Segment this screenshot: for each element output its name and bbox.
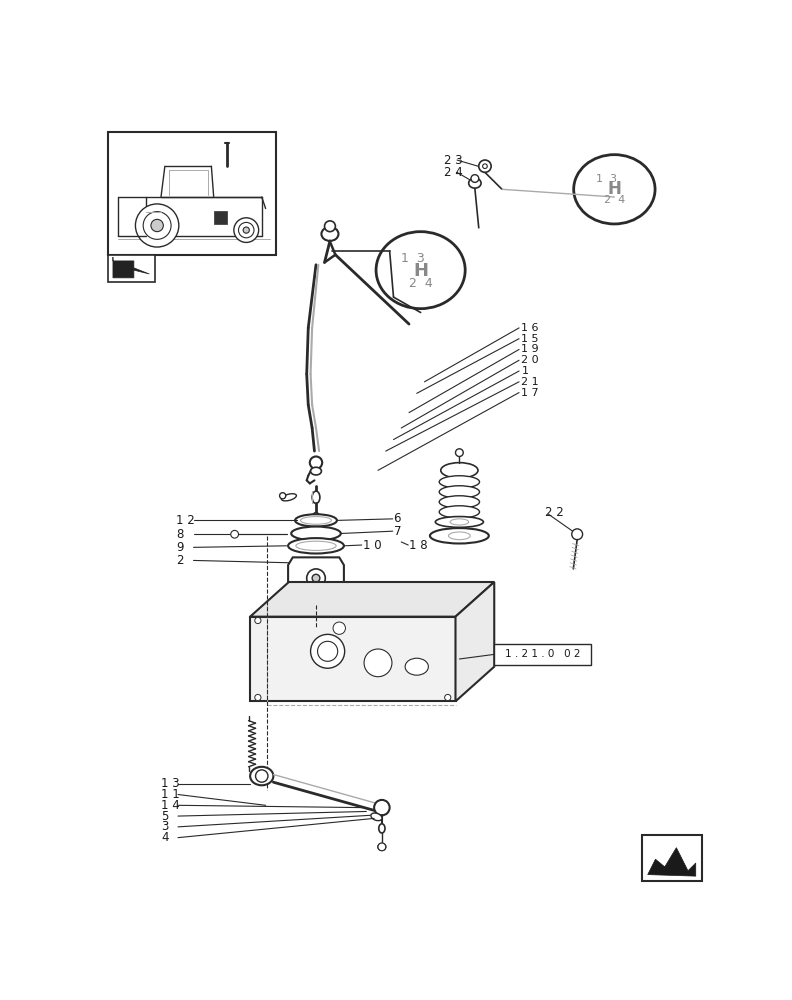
Circle shape [256, 770, 268, 782]
Circle shape [280, 493, 286, 499]
Circle shape [333, 622, 345, 634]
Text: 1 0: 1 0 [363, 539, 381, 552]
Text: 5: 5 [161, 810, 169, 823]
Text: 2 1: 2 1 [521, 377, 539, 387]
Ellipse shape [295, 514, 337, 527]
Bar [214, 211, 227, 224]
Polygon shape [250, 617, 455, 701]
Text: 2  4: 2 4 [409, 277, 432, 290]
Ellipse shape [281, 494, 296, 501]
Ellipse shape [310, 467, 322, 475]
Polygon shape [113, 257, 150, 278]
Circle shape [255, 617, 261, 624]
Circle shape [255, 694, 261, 701]
Circle shape [378, 843, 386, 851]
Circle shape [482, 164, 487, 169]
Ellipse shape [312, 491, 320, 503]
Polygon shape [250, 582, 494, 617]
Ellipse shape [291, 527, 341, 540]
Circle shape [572, 529, 583, 540]
Text: 1 2: 1 2 [177, 514, 196, 527]
Text: 2  4: 2 4 [604, 195, 625, 205]
Ellipse shape [573, 155, 655, 224]
Bar [494, 644, 591, 665]
Ellipse shape [450, 519, 469, 525]
Circle shape [444, 694, 451, 701]
Ellipse shape [430, 528, 489, 544]
Ellipse shape [448, 532, 470, 540]
Ellipse shape [376, 232, 465, 309]
Text: H: H [607, 180, 621, 198]
Text: 1 1: 1 1 [161, 788, 180, 801]
Ellipse shape [379, 824, 385, 833]
Ellipse shape [250, 767, 273, 785]
Ellipse shape [440, 506, 479, 518]
Bar [109, 255, 154, 282]
Text: 1 4: 1 4 [161, 799, 180, 812]
Circle shape [325, 221, 335, 232]
Text: 1: 1 [521, 366, 528, 376]
Circle shape [310, 456, 322, 469]
Text: 6: 6 [394, 512, 401, 525]
Text: 1 . 2 1 . 0   0 2: 1 . 2 1 . 0 0 2 [505, 649, 581, 659]
Circle shape [230, 530, 238, 538]
Circle shape [234, 218, 259, 242]
Ellipse shape [440, 476, 479, 488]
Text: 1 6: 1 6 [521, 323, 539, 333]
Ellipse shape [378, 843, 386, 850]
Text: 1  3: 1 3 [596, 174, 617, 184]
Text: 2 2: 2 2 [545, 506, 563, 519]
Ellipse shape [313, 513, 319, 519]
Text: 2 3: 2 3 [444, 154, 463, 167]
Circle shape [471, 175, 478, 182]
Polygon shape [455, 582, 494, 701]
Ellipse shape [441, 463, 478, 478]
Text: 4: 4 [161, 831, 169, 844]
Circle shape [143, 212, 171, 239]
Circle shape [318, 641, 337, 661]
Circle shape [307, 569, 326, 587]
Text: 7: 7 [394, 525, 401, 538]
Polygon shape [288, 557, 344, 599]
Ellipse shape [436, 517, 483, 527]
Circle shape [455, 449, 463, 456]
Circle shape [478, 160, 491, 172]
Text: H: H [413, 262, 428, 280]
Ellipse shape [469, 178, 481, 188]
Circle shape [151, 219, 163, 232]
Ellipse shape [440, 486, 479, 498]
Bar [642, 835, 702, 881]
Circle shape [238, 222, 254, 238]
Text: 9: 9 [177, 541, 184, 554]
Text: 1 7: 1 7 [521, 388, 539, 398]
Ellipse shape [288, 538, 344, 554]
Ellipse shape [296, 541, 336, 550]
Ellipse shape [406, 658, 428, 675]
Text: 8: 8 [177, 528, 184, 541]
Text: 1 8: 1 8 [409, 539, 428, 552]
Text: 2 0: 2 0 [521, 355, 539, 365]
Circle shape [374, 800, 390, 815]
Ellipse shape [440, 496, 479, 508]
Circle shape [243, 227, 249, 233]
Text: 1 5: 1 5 [521, 334, 539, 344]
Circle shape [312, 574, 320, 582]
Ellipse shape [322, 227, 338, 241]
Circle shape [364, 649, 392, 677]
Ellipse shape [300, 517, 332, 524]
Ellipse shape [371, 813, 382, 821]
Ellipse shape [298, 617, 307, 624]
Bar [109, 132, 276, 255]
Text: 2 4: 2 4 [444, 166, 463, 179]
Text: 1  3: 1 3 [401, 252, 425, 265]
Text: 2: 2 [177, 554, 184, 567]
Polygon shape [648, 848, 695, 876]
Circle shape [310, 634, 345, 668]
Text: 1 9: 1 9 [521, 344, 539, 354]
Text: 3: 3 [161, 820, 169, 833]
Circle shape [135, 204, 179, 247]
Text: 1 3: 1 3 [161, 777, 180, 790]
